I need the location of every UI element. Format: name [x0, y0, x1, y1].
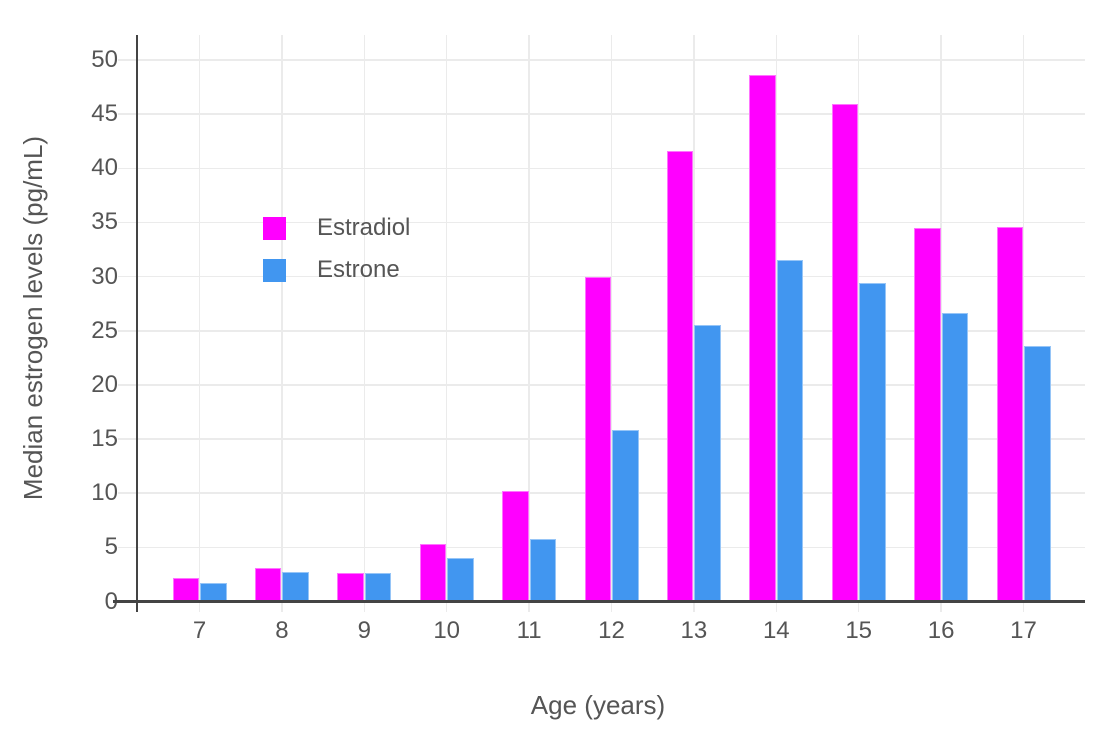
y-tick-mark: [118, 59, 138, 61]
y-tick-mark: [118, 438, 138, 440]
bar-estrone-age-13: [694, 325, 721, 602]
x-tick-label: 9: [357, 617, 371, 644]
x-gridline: [940, 35, 942, 612]
bar-estrone-age-7: [200, 583, 227, 602]
y-tick-mark: [118, 384, 138, 386]
y-tick-label: 30: [91, 262, 118, 290]
x-tick-label: 16: [927, 617, 955, 644]
bar-estrone-age-8: [282, 572, 309, 602]
bar-estradiol-age-11: [502, 491, 529, 602]
x-gridline: [281, 35, 283, 612]
bar-estrone-age-16: [941, 313, 969, 602]
bar-estrone-age-12: [612, 430, 639, 602]
bar-estrone-age-9: [364, 573, 392, 602]
x-tick-label: 8: [275, 617, 289, 644]
legend-item-estrone[interactable]: Estrone: [263, 256, 410, 284]
x-gridline: [693, 35, 695, 612]
bar-estrone-age-10: [447, 558, 474, 602]
x-tick-label: 10: [433, 617, 461, 644]
bar-estrone-age-15: [859, 283, 886, 602]
y-tick-mark: [118, 113, 138, 115]
y-tick-mark: [118, 546, 138, 549]
bar-estradiol-age-10: [419, 544, 447, 602]
legend-label-estradiol: Estradiol: [317, 214, 411, 241]
bar-estrone-age-11: [529, 538, 557, 602]
bar-estradiol-age-8: [254, 567, 282, 602]
y-tick-label: 40: [91, 154, 118, 182]
bar-estrone-age-17: [1024, 345, 1051, 602]
y-tick-label: 45: [91, 100, 118, 128]
legend-item-estradiol[interactable]: Estradiol: [263, 214, 410, 242]
y-axis-line: [136, 35, 138, 612]
y-tick-label: 50: [91, 46, 118, 73]
x-gridline: [445, 35, 448, 612]
x-gridline: [1022, 35, 1025, 612]
legend: Estradiol Estrone: [263, 214, 410, 298]
x-tick-label: 7: [192, 617, 207, 644]
bar-estradiol-age-13: [666, 150, 694, 602]
bar-estradiol-age-16: [914, 227, 941, 602]
y-tick-label: 35: [91, 208, 118, 236]
bar-estradiol-age-15: [831, 104, 859, 602]
y-tick-label: 5: [104, 533, 118, 561]
x-gridline: [198, 35, 201, 612]
y-tick-label: 0: [104, 587, 118, 615]
bar-estradiol-age-12: [584, 276, 611, 602]
x-tick-label: 14: [762, 617, 790, 644]
bar-estradiol-age-14: [749, 75, 776, 602]
y-tick-label: 15: [91, 425, 118, 453]
x-gridline: [857, 35, 860, 612]
estrone-swatch-icon: [263, 258, 286, 282]
bar-estrone-age-14: [776, 260, 804, 602]
estradiol-swatch-icon: [263, 216, 286, 240]
bar-estradiol-age-17: [996, 226, 1023, 602]
x-tick-label: 11: [516, 617, 542, 644]
y-tick-mark: [118, 330, 138, 332]
y-tick-mark: [118, 275, 138, 278]
x-tick-label: 12: [598, 617, 625, 644]
y-tick-label: 20: [91, 370, 118, 398]
bar-estradiol-age-7: [172, 577, 199, 602]
x-gridline: [775, 35, 778, 612]
y-tick-label: 10: [91, 479, 118, 507]
y-tick-mark: [118, 167, 138, 170]
x-tick-label: 17: [1010, 617, 1037, 644]
x-gridline: [610, 35, 613, 612]
y-tick-mark: [118, 221, 138, 224]
y-tick-label: 25: [91, 316, 118, 344]
bar-estradiol-age-9: [337, 573, 364, 602]
x-axis-title: Age (years): [530, 690, 666, 720]
x-tick-label: 13: [680, 617, 708, 644]
x-axis-zeroline: [113, 600, 1085, 603]
y-tick-mark: [118, 492, 138, 494]
x-gridline: [363, 35, 366, 612]
x-gridline: [528, 35, 530, 612]
y-axis-title: Median estrogen levels (pg/mL): [18, 135, 48, 501]
legend-label-estrone: Estrone: [317, 256, 400, 283]
x-tick-label: 15: [845, 617, 873, 644]
